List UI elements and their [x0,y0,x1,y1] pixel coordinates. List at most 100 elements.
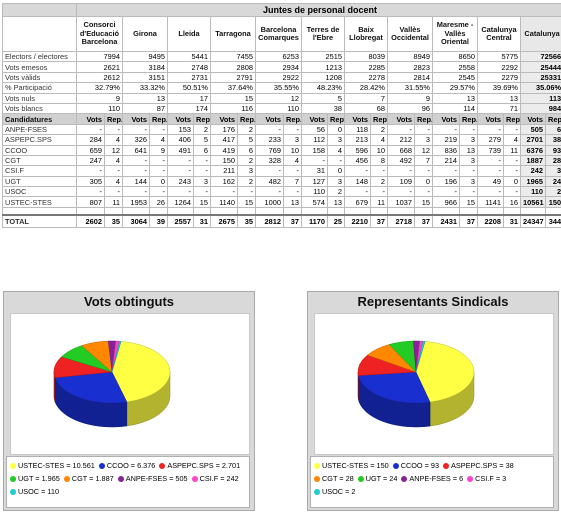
total-votes-cell: 2431 [432,213,460,228]
stat-cell: 2515 [301,50,345,63]
candidatures-label: Candidatures [2,113,77,125]
votes-cell: 242 [520,165,546,177]
votes-cell: - [387,123,415,136]
candidate-row: UGT 305 4 144 0 243 3 162 2 482 7 127 3 148 2 109 0 196 3 4… [2,175,561,188]
votes-cell: 49 [477,175,504,188]
reps-cell: - [370,186,388,198]
stat-cell: 2279 [477,71,521,84]
blank-cell [477,206,504,216]
reps-cell: 12 [104,144,123,156]
stat-row: Vots blancs 110 87 174 116 110 38 68 96 114 71 984 [2,102,561,115]
votes-cell: 491 [167,144,194,156]
total-reps-cell: 35 [104,213,123,228]
votes-cell: 641 [122,144,150,156]
stat-cell: 2292 [477,61,521,73]
stat-cell: 7 [344,92,388,104]
candidatures-header-row: Candidatures Vots Rep. Vots Rep. Vots Rep. Vots… [2,113,561,125]
stat-cell: 13 [477,92,521,104]
reps-cell: 5 [193,134,211,146]
blank-cell [432,206,460,216]
votes-cell: 807 [76,196,105,208]
legend-item: CGT = 1.887 [63,472,114,485]
region-header: Catalunya [519,16,561,52]
reps-cell: 3 [414,134,433,146]
total-votes-cell: 2812 [255,213,284,228]
votes-cell: - [255,123,284,136]
votes-cell: - [167,186,194,198]
stat-cell: 110 [255,102,302,115]
votes-col-header: Vots [344,113,371,125]
votes-col-header: Vots [432,113,460,125]
legend-label: CSI.F = 242 [199,474,239,483]
row-label: Electors / electores [2,50,77,63]
reps-cell: - [104,165,123,177]
legend-item: CSI.F = 242 [191,472,239,485]
legend-label: UGT = 1.965 [18,474,60,483]
legend-label: USTEC-STES = 150 [322,461,389,470]
legend-color-icon [467,476,474,483]
votes-cell: 213 [344,134,371,146]
stat-cell: 71 [477,102,521,115]
votes-cell: 279 [477,134,504,146]
total-reps-cell: 25 [327,213,345,228]
reps-cell: 11 [503,144,521,156]
legend-item: ASPEPC.SPS = 2.701 [159,459,240,472]
stat-cell: 25331 [519,71,561,84]
reps-cell: 0 [327,165,345,177]
reps-cell: 15 [193,196,211,208]
votes-cell: - [122,186,150,198]
votes-cell: 1037 [387,196,415,208]
votes-col-header: Vots [477,113,504,125]
votes-cell: - [122,165,150,177]
votes-cell: 739 [477,144,504,156]
votes-col-header: Vots [210,113,238,125]
legend-color-icon [117,476,124,483]
stat-row: Electors / electores 7994 9495 5441 7455 6253… [2,50,561,63]
reps-cell: - [283,165,302,177]
reps-cell: 13 [283,196,302,208]
reps-cell: 3 [327,134,345,146]
stat-cell: 174 [167,102,211,115]
votes-cell: 668 [387,144,415,156]
total-reps-cell: 31 [503,213,521,228]
blank-cell [193,206,211,216]
row-label: Vots vàlids [2,71,77,84]
legend-item: USTEC-STES = 10.561 [10,459,95,472]
votes-cell: 158 [301,144,328,156]
votes-cell: - [387,165,415,177]
votes-cell: 406 [167,134,194,146]
votes-cell: 482 [255,175,284,188]
stat-cell: 2922 [255,71,302,84]
votes-cell: 1965 [520,175,546,188]
candidate-row: CCOO 659 12 641 9 491 6 419 6 769 10 158 4 596 10 668 12… [2,144,561,156]
total-row: TOTAL 2602 35 3064 39 2557 31 2675 35 2812 37 1170 2… [2,213,561,228]
votes-cell: - [76,165,105,177]
total-reps-cell: 35 [237,213,256,228]
legend-color-icon [10,489,16,496]
reps-cell: 0 [414,175,433,188]
votes-cell: 596 [344,144,371,156]
legend-color-icon [191,476,198,483]
reps-col-header: Rep. [104,113,123,125]
votes-cell: 110 [520,186,546,198]
region-header: Lleida [167,16,211,52]
reps-cell: - [459,165,478,177]
reps-cell: - [459,186,478,198]
blank-cell [503,206,521,216]
blank-cell [255,206,284,216]
votes-cell: 109 [387,175,415,188]
stat-cell: 35.06% [519,82,561,94]
votes-cell: 243 [167,175,194,188]
reps-cell: 11 [104,196,123,208]
stat-cell: 35.55% [255,82,302,94]
reps-cell: 2 [237,123,256,136]
stat-cell: 113 [519,92,561,104]
blank-cell [301,206,328,216]
reps-cell: 93 [544,144,561,156]
reps-cell: - [414,186,433,198]
reps-cell: 7 [283,175,302,188]
votes-cell: 836 [432,144,460,156]
stat-cell: 2823 [387,61,433,73]
reps-cell: 6 [544,123,561,136]
legend-color-icon [10,476,16,483]
